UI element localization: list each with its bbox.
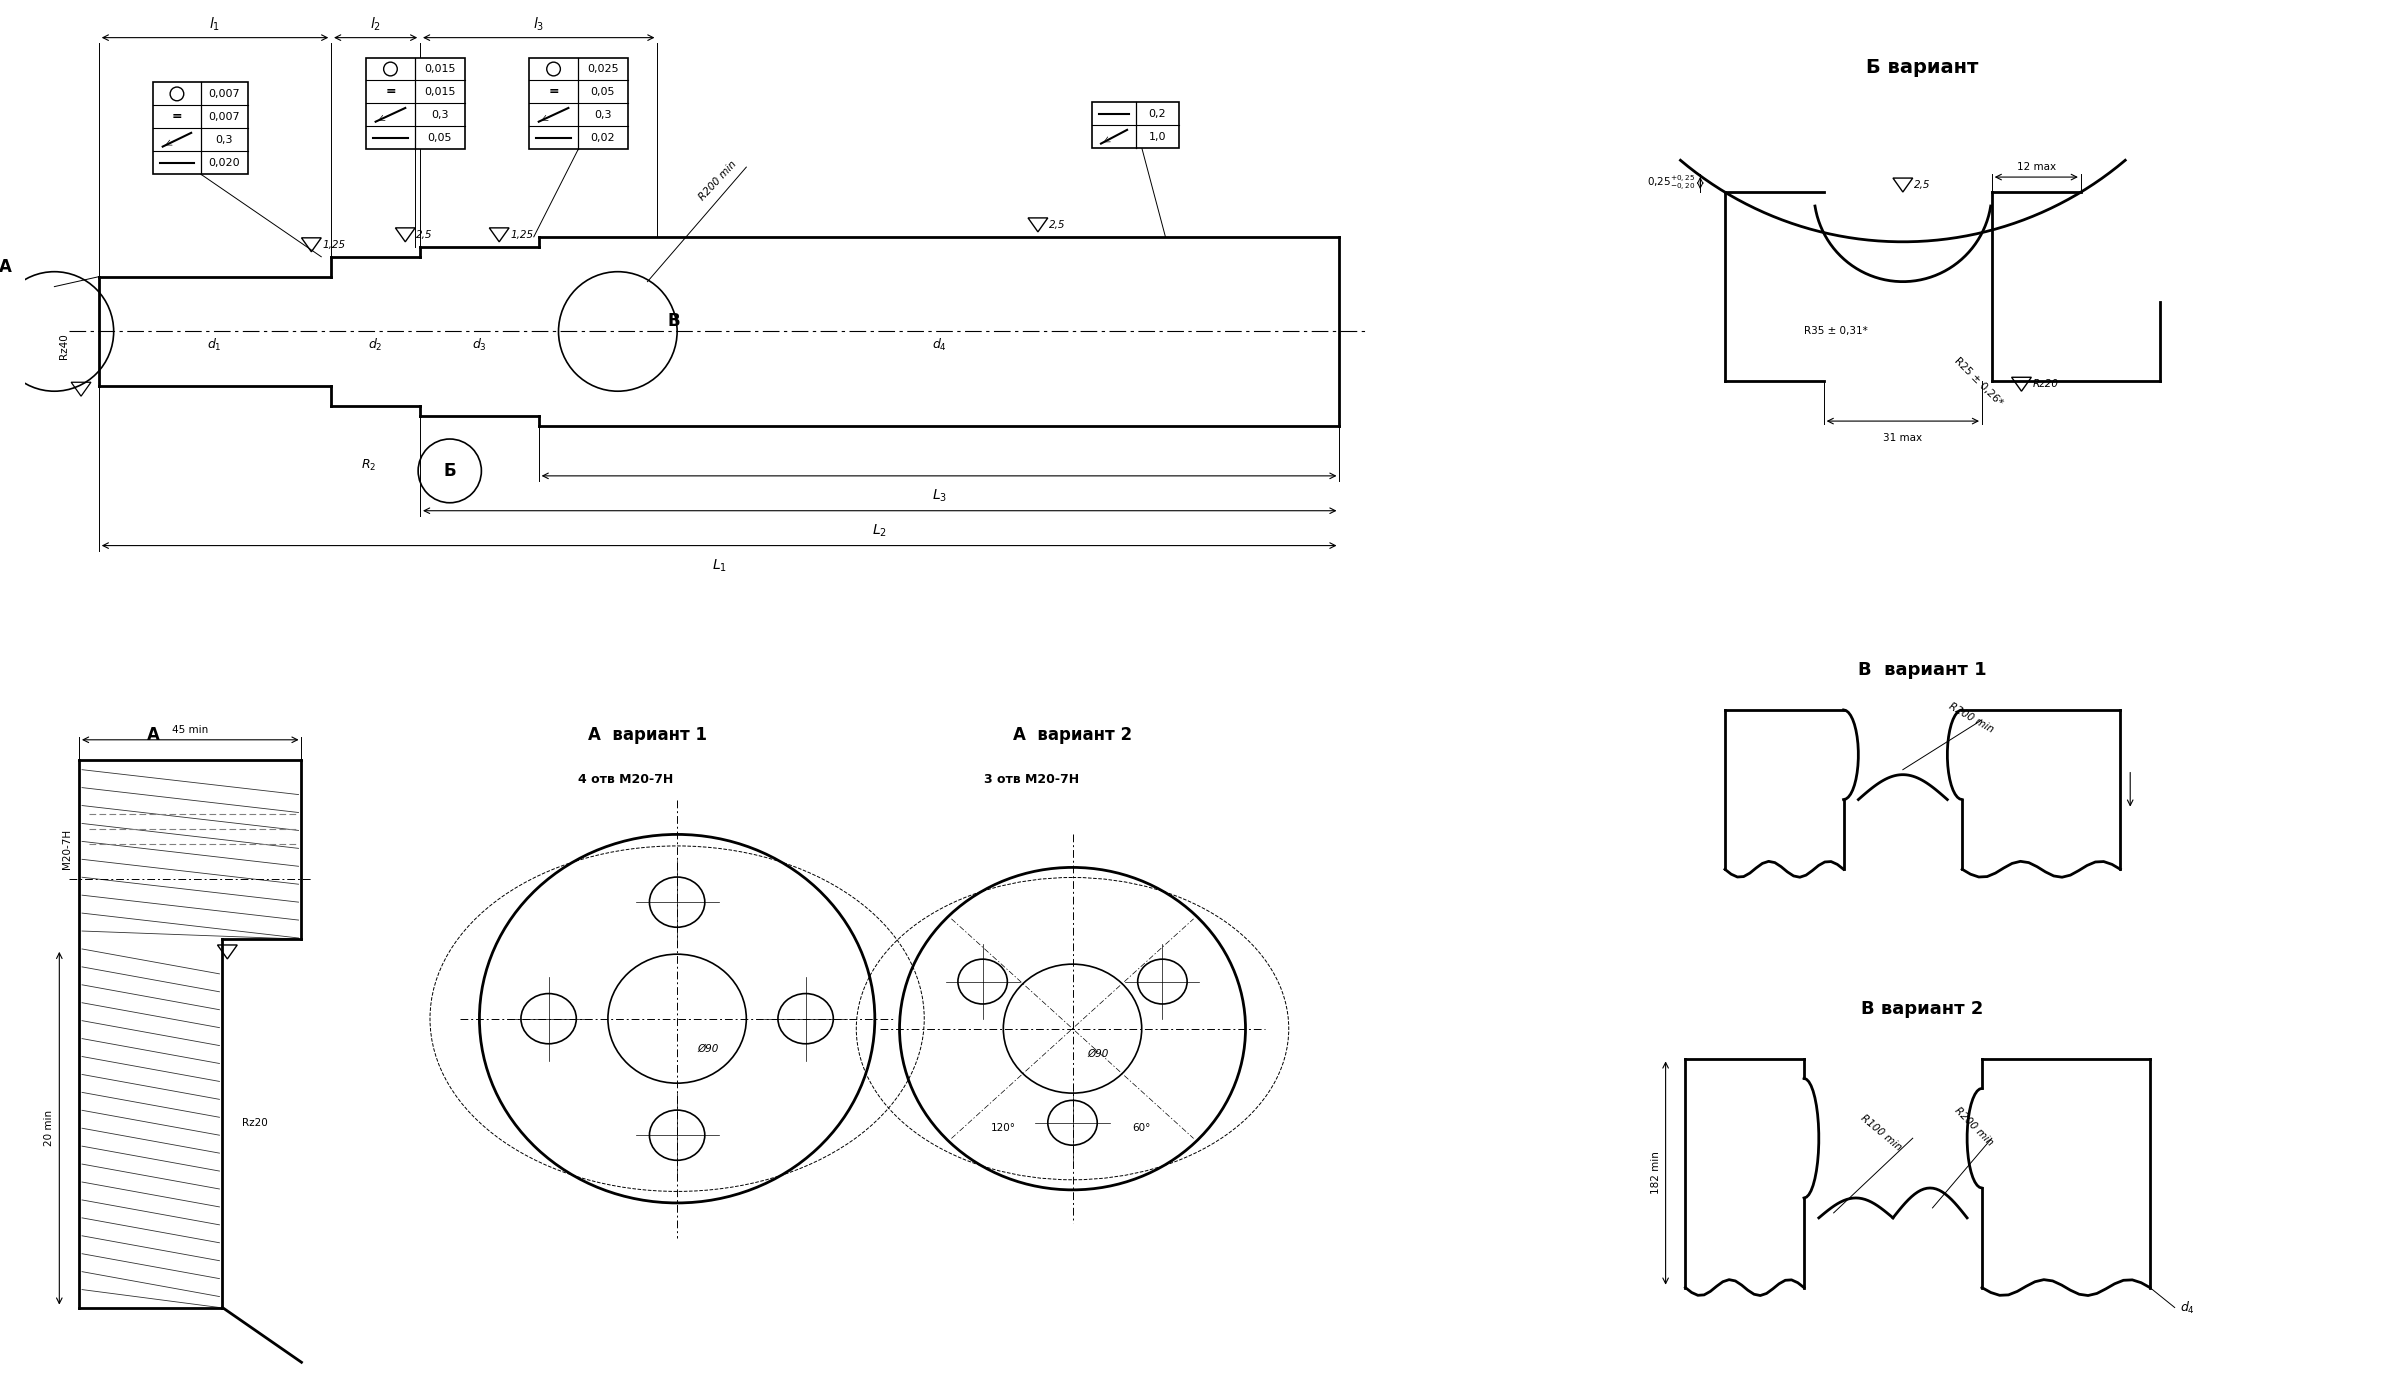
Text: 1,25: 1,25	[511, 229, 533, 240]
Text: А: А	[146, 726, 160, 744]
Text: 1,0: 1,0	[1149, 131, 1166, 142]
Text: $d_3$: $d_3$	[473, 337, 487, 352]
Text: R200 min: R200 min	[698, 159, 738, 202]
Polygon shape	[366, 58, 463, 149]
Text: 2,5: 2,5	[1049, 220, 1065, 229]
Text: 0,025: 0,025	[588, 64, 619, 75]
Text: 45 min: 45 min	[172, 725, 208, 735]
Text: Rz20: Rz20	[2033, 380, 2059, 389]
Text: А  вариант 1: А вариант 1	[588, 726, 707, 744]
Text: M20-7H: M20-7H	[62, 830, 72, 870]
Text: R25 ± 0,26*: R25 ± 0,26*	[1952, 355, 2004, 407]
Text: =: =	[547, 86, 559, 98]
Text: $l_2$: $l_2$	[370, 15, 382, 33]
Polygon shape	[528, 58, 628, 149]
Text: $l_1$: $l_1$	[210, 15, 220, 33]
Text: Б: Б	[444, 461, 456, 479]
Text: R200 min: R200 min	[1952, 1106, 1995, 1148]
Text: $R_2$: $R_2$	[361, 458, 375, 474]
Text: 0,05: 0,05	[590, 87, 616, 97]
Text: 0,2: 0,2	[1149, 109, 1166, 119]
Text: =: =	[385, 86, 397, 98]
Text: R35 ± 0,31*: R35 ± 0,31*	[1804, 326, 1868, 337]
Text: 182 min: 182 min	[1651, 1152, 1660, 1195]
Text: $d_1$: $d_1$	[208, 337, 222, 352]
Text: 0,05: 0,05	[428, 133, 452, 142]
Text: В: В	[667, 312, 681, 330]
Text: 0,015: 0,015	[425, 87, 456, 97]
Text: 3 отв M20-7H: 3 отв M20-7H	[984, 773, 1080, 786]
Text: 2,5: 2,5	[1914, 180, 1930, 191]
Text: 0,3: 0,3	[430, 110, 449, 120]
Text: $l_3$: $l_3$	[533, 15, 545, 33]
Text: 0,020: 0,020	[208, 157, 241, 167]
Text: R100 min: R100 min	[1859, 1113, 1904, 1153]
Text: 0,3: 0,3	[215, 135, 234, 145]
Text: $d_4$: $d_4$	[2179, 1300, 2195, 1316]
Text: 4 отв M20-7H: 4 отв M20-7H	[578, 773, 674, 786]
Text: В вариант 2: В вариант 2	[1861, 1000, 1983, 1018]
Text: =: =	[172, 110, 182, 123]
Text: 12 max: 12 max	[2016, 162, 2057, 173]
Text: 0,3: 0,3	[595, 110, 612, 120]
Text: $L_2$: $L_2$	[872, 522, 886, 539]
Text: 0,007: 0,007	[208, 88, 241, 99]
Text: В  вариант 1: В вариант 1	[1859, 661, 1988, 679]
Polygon shape	[153, 83, 248, 174]
Text: 2,5: 2,5	[416, 229, 432, 240]
Text: 31 max: 31 max	[1883, 434, 1923, 443]
Text: 120°: 120°	[991, 1123, 1015, 1134]
Text: $d_4$: $d_4$	[932, 337, 946, 352]
Text: Ø90: Ø90	[1087, 1048, 1108, 1058]
Text: R200 min: R200 min	[1947, 702, 1995, 735]
Polygon shape	[1092, 102, 1180, 148]
Text: A: A	[0, 258, 12, 276]
Text: 0,007: 0,007	[208, 112, 241, 122]
Text: 1,25: 1,25	[323, 240, 346, 250]
Text: Ø90: Ø90	[698, 1044, 719, 1054]
Text: 60°: 60°	[1132, 1123, 1151, 1134]
Text: 0,015: 0,015	[425, 64, 456, 75]
Text: Rz40: Rz40	[60, 334, 69, 359]
Text: 20 min: 20 min	[45, 1110, 55, 1146]
Text: $0{,}25^{+0,25}_{-0,20}$: $0{,}25^{+0,25}_{-0,20}$	[1646, 174, 1696, 192]
Text: $L_3$: $L_3$	[932, 487, 946, 504]
Text: $L_1$: $L_1$	[712, 558, 726, 574]
Text: 0,02: 0,02	[590, 133, 616, 142]
Text: $d_2$: $d_2$	[368, 337, 382, 352]
Text: Б вариант: Б вариант	[1866, 58, 1978, 76]
Text: Rz20: Rz20	[241, 1119, 268, 1128]
Text: А  вариант 2: А вариант 2	[1013, 726, 1132, 744]
